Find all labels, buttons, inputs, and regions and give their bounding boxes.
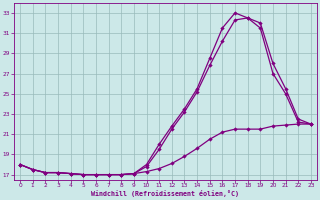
X-axis label: Windchill (Refroidissement éolien,°C): Windchill (Refroidissement éolien,°C) [92,190,239,197]
